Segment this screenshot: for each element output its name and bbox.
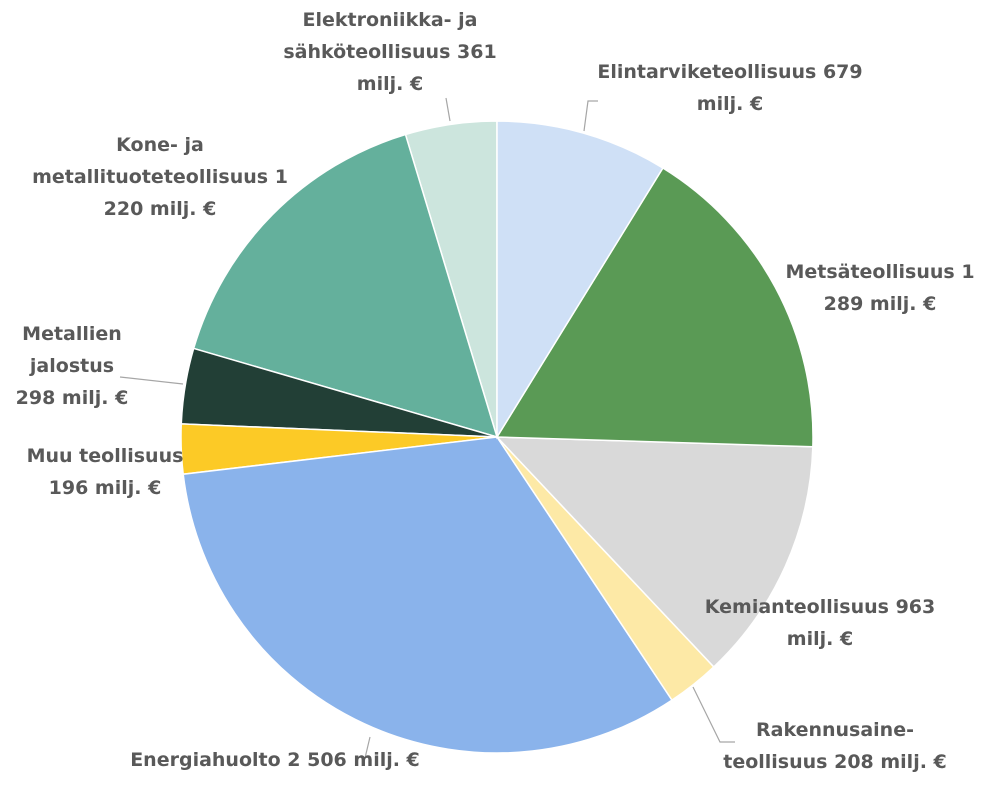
value-label: 361 milj. € [356, 41, 497, 95]
leader-line [583, 100, 598, 132]
category-label: Kemianteollisuus [704, 596, 889, 618]
category-label: Elektroniikka- ja sähköteollisuus [283, 9, 478, 63]
slice-label: Metsäteollisuus 1 289 milj. € [780, 256, 980, 320]
value-label: 196 milj. € [48, 477, 162, 499]
category-label: Rakennusaine-teollisuus [723, 719, 914, 773]
pie-slice [182, 436, 674, 754]
category-label: Muu teollisuus [26, 445, 184, 467]
slice-label: Kone- ja metallituoteteollisuus 1 220 mi… [10, 129, 310, 225]
pie-slice [495, 167, 814, 448]
slice-label: Metallien jalostus 298 milj. € [7, 318, 137, 414]
slice-label: Rakennusaine-teollisuus 208 milj. € [715, 714, 955, 778]
slice-label: Kemianteollisuus 963 milj. € [700, 591, 940, 655]
value-label: 963 milj. € [786, 596, 936, 650]
value-label: 1 220 milj. € [103, 166, 288, 220]
value-label: 679 milj. € [696, 61, 863, 115]
slice-label: Elektroniikka- ja sähköteollisuus 361 mi… [265, 4, 515, 100]
slice-label: Energiahuolto 2 506 milj. € [95, 744, 455, 776]
leader-line [119, 376, 184, 385]
slice-label: Elintarviketeollisuus 679 milj. € [590, 56, 870, 120]
leader-line [445, 97, 451, 122]
category-label: Energiahuolto [130, 749, 281, 771]
leader-line [364, 736, 371, 759]
value-label: 1 289 milj. € [823, 261, 975, 315]
category-label: Elintarviketeollisuus [597, 61, 817, 83]
slice-label: Muu teollisuus 196 milj. € [10, 440, 200, 504]
value-label: 2 506 milj. € [287, 749, 420, 771]
value-label: 298 milj. € [15, 387, 129, 409]
category-label: Kone- ja metallituoteteollisuus [32, 134, 269, 188]
value-label: 208 milj. € [834, 751, 947, 773]
category-label: Metsäteollisuus [785, 261, 955, 283]
leader-line [692, 686, 735, 743]
pie-slice [496, 120, 664, 440]
pie-slice [192, 133, 499, 439]
category-label: Metallien jalostus [22, 323, 122, 377]
pie-slice [495, 436, 814, 668]
